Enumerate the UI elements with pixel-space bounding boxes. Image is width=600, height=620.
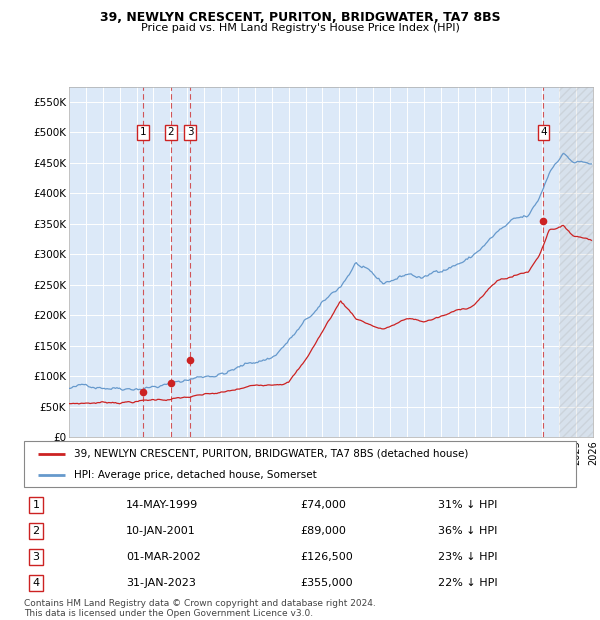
Text: 1: 1 (32, 500, 40, 510)
Text: 23% ↓ HPI: 23% ↓ HPI (438, 552, 497, 562)
Text: £74,000: £74,000 (300, 500, 346, 510)
Text: 4: 4 (540, 128, 547, 138)
Text: £355,000: £355,000 (300, 578, 353, 588)
Text: 39, NEWLYN CRESCENT, PURITON, BRIDGWATER, TA7 8BS: 39, NEWLYN CRESCENT, PURITON, BRIDGWATER… (100, 11, 500, 24)
Text: 14-MAY-1999: 14-MAY-1999 (126, 500, 198, 510)
Bar (559, 87, 593, 437)
Text: 31-JAN-2023: 31-JAN-2023 (126, 578, 196, 588)
Text: £126,500: £126,500 (300, 552, 353, 562)
Text: 01-MAR-2002: 01-MAR-2002 (126, 552, 201, 562)
Text: 4: 4 (32, 578, 40, 588)
Text: 1: 1 (140, 128, 146, 138)
FancyBboxPatch shape (24, 441, 576, 487)
Text: 3: 3 (32, 552, 40, 562)
Text: 10-JAN-2001: 10-JAN-2001 (126, 526, 196, 536)
Text: £89,000: £89,000 (300, 526, 346, 536)
Text: 2: 2 (167, 128, 174, 138)
Text: 22% ↓ HPI: 22% ↓ HPI (438, 578, 497, 588)
Text: 3: 3 (187, 128, 193, 138)
Text: HPI: Average price, detached house, Somerset: HPI: Average price, detached house, Some… (74, 471, 316, 480)
Text: Contains HM Land Registry data © Crown copyright and database right 2024.
This d: Contains HM Land Registry data © Crown c… (24, 599, 376, 618)
Text: Price paid vs. HM Land Registry's House Price Index (HPI): Price paid vs. HM Land Registry's House … (140, 23, 460, 33)
Text: 36% ↓ HPI: 36% ↓ HPI (438, 526, 497, 536)
Text: 2: 2 (32, 526, 40, 536)
Text: 31% ↓ HPI: 31% ↓ HPI (438, 500, 497, 510)
Text: 39, NEWLYN CRESCENT, PURITON, BRIDGWATER, TA7 8BS (detached house): 39, NEWLYN CRESCENT, PURITON, BRIDGWATER… (74, 449, 468, 459)
